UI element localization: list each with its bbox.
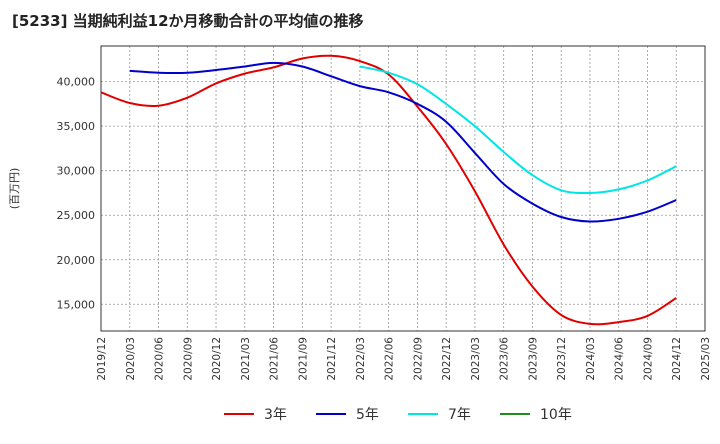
x-tick-label: 2023/09 <box>527 337 539 381</box>
x-tick-label: 2020/09 <box>182 337 194 381</box>
chart-title: [5233] 当期純利益12か月移動合計の平均値の推移 <box>12 12 364 30</box>
y-tick-label: 15,000 <box>57 298 96 311</box>
x-tick-label: 2023/12 <box>556 337 568 381</box>
series-lines <box>100 54 677 326</box>
plot-frame <box>100 45 706 332</box>
legend-label-1: 3年 <box>264 407 287 423</box>
plot-area <box>101 46 705 331</box>
x-tick-label: 2023/03 <box>470 337 482 381</box>
x-tick-label: 2021/09 <box>297 337 309 381</box>
x-tick-label: 2021/03 <box>240 337 252 381</box>
x-tick-label: 2020/06 <box>154 337 166 381</box>
x-tick-label: 2019/12 <box>96 337 108 381</box>
x-tick-label: 2021/12 <box>326 337 338 381</box>
legend-label-3: 7年 <box>448 407 471 423</box>
series-line-3 <box>359 65 677 195</box>
x-tick-label: 2023/06 <box>499 337 511 381</box>
x-tick-label: 2020/12 <box>211 337 223 381</box>
legend-label-2: 5年 <box>356 407 379 423</box>
x-tick-label: 2024/06 <box>614 337 626 381</box>
axes: 15,000 20,000 25,000 30,000 35,000 40,000 2019… <box>8 45 712 381</box>
x-tick-label: 2022/06 <box>384 337 396 381</box>
y-tick-label: 40,000 <box>57 76 96 89</box>
grid <box>100 46 706 331</box>
series-line-1 <box>100 54 677 326</box>
legend-label-4: 10年 <box>540 407 572 423</box>
x-tick-label: 2025/03 <box>700 337 712 381</box>
x-tick-label: 2022/12 <box>441 337 453 381</box>
x-tick-label: 2024/12 <box>671 337 683 381</box>
series-line-2 <box>129 61 677 223</box>
y-tick-label: 25,000 <box>57 209 96 222</box>
x-tick-label: 2022/03 <box>355 337 367 381</box>
x-tick-label: 2024/03 <box>585 337 597 381</box>
x-tick-label: 2022/09 <box>412 337 424 381</box>
x-tick-label: 2021/06 <box>269 337 281 381</box>
y-axis-label: (百万円) <box>8 168 21 210</box>
y-tick-label: 20,000 <box>57 254 96 267</box>
y-tick-label: 30,000 <box>57 165 96 178</box>
x-tick-label: 2024/09 <box>642 337 654 381</box>
x-tick-label: 2020/03 <box>125 337 137 381</box>
y-tick-label: 35,000 <box>57 120 96 133</box>
legend: 3年 5年 7年 10年 <box>224 407 572 423</box>
